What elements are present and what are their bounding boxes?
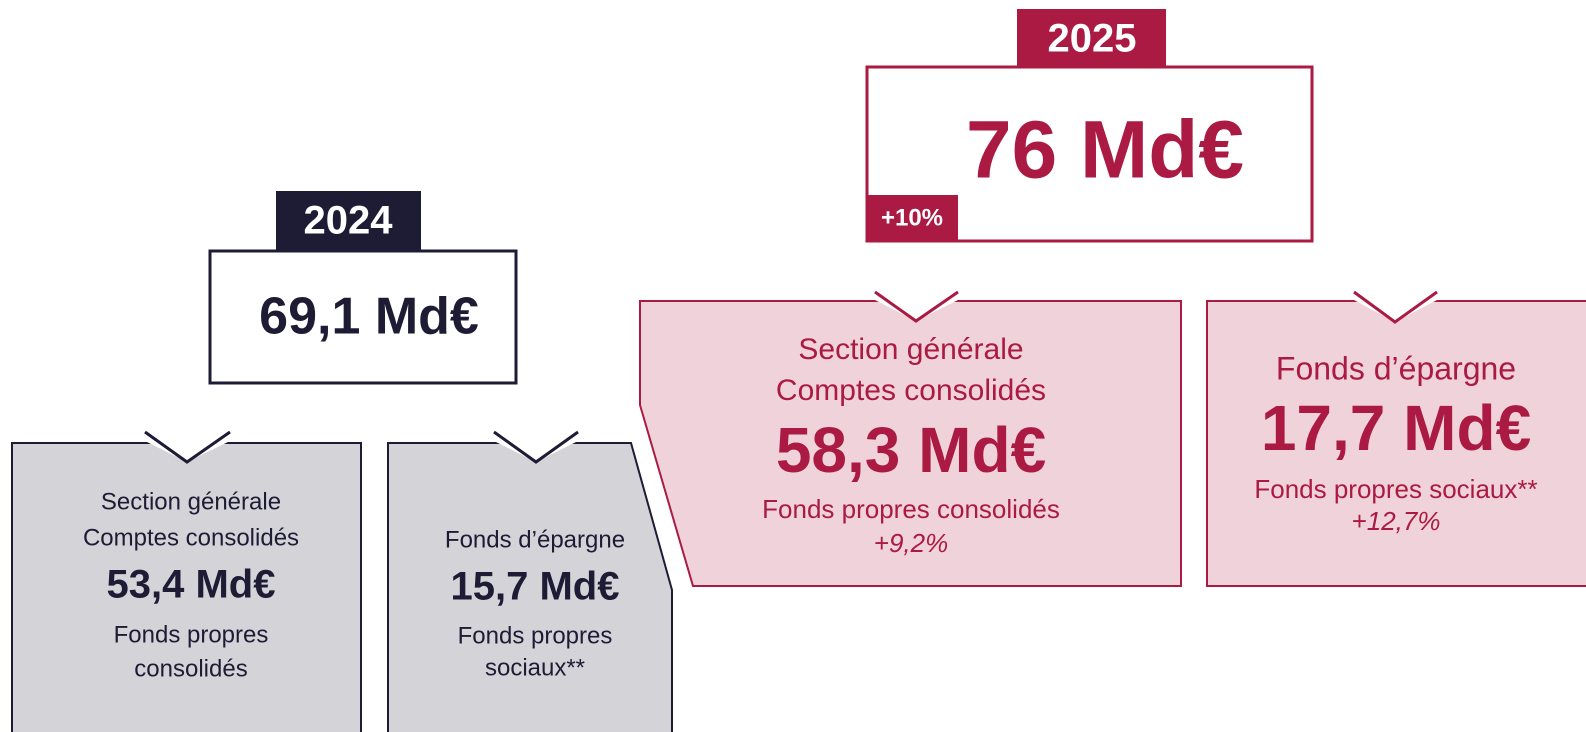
caption: Fonds propres xyxy=(114,621,269,648)
chevron xyxy=(1353,290,1438,324)
value: 53,4 Md€ xyxy=(107,563,276,607)
box xyxy=(387,442,673,732)
total: 76 Md€ xyxy=(966,105,1244,196)
year: 2025 xyxy=(1048,17,1137,61)
box xyxy=(1206,300,1586,587)
caption: consolidés xyxy=(134,655,247,682)
label: Fonds d’épargne xyxy=(445,526,625,553)
year-badge xyxy=(276,191,421,250)
change: +9,2% xyxy=(874,528,948,558)
label: Section générale xyxy=(101,488,281,515)
year: 2024 xyxy=(304,199,394,243)
chevron xyxy=(874,290,959,323)
value: 17,7 Md€ xyxy=(1261,392,1531,464)
label: Fonds d’épargne xyxy=(1276,350,1516,386)
chevron xyxy=(493,430,579,464)
value: 58,3 Md€ xyxy=(776,414,1046,486)
total-box xyxy=(208,249,518,385)
caption: Fonds propres sociaux** xyxy=(1254,474,1537,504)
change: +10% xyxy=(881,204,943,231)
label: Comptes consolidés xyxy=(776,374,1046,407)
caption: Fonds propres xyxy=(458,622,613,649)
total: 69,1 Md€ xyxy=(259,288,479,346)
year-badge xyxy=(1017,9,1166,67)
change: +12,7% xyxy=(1352,506,1441,536)
chevron xyxy=(144,430,231,464)
value: 15,7 Md€ xyxy=(451,565,620,609)
box xyxy=(639,300,1182,587)
label: Comptes consolidés xyxy=(83,524,299,551)
change-badge xyxy=(867,195,958,241)
label: Section générale xyxy=(798,333,1023,366)
caption: Fonds propres consolidés xyxy=(762,494,1060,524)
caption: sociaux** xyxy=(485,654,585,681)
